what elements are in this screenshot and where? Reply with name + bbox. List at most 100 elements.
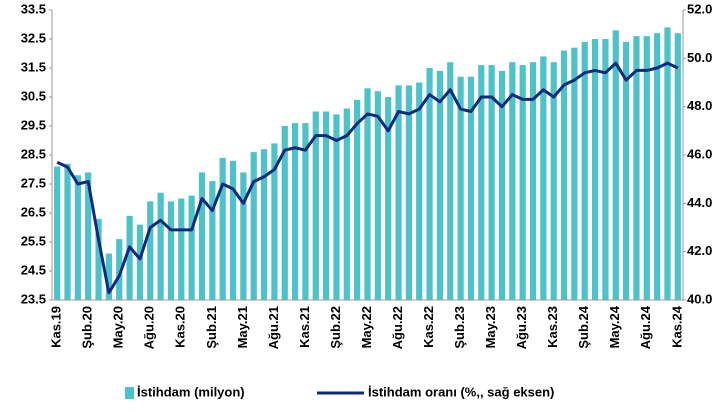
bar (312, 111, 319, 300)
y-tick-label: 32.5 (21, 30, 46, 45)
bar (260, 149, 268, 300)
bar (612, 30, 619, 301)
x-tick-label: Kas.23 (545, 306, 560, 348)
bar (240, 172, 247, 300)
bar (643, 36, 650, 300)
bar (374, 91, 381, 300)
x-tick-label: Kas.20 (173, 306, 188, 348)
y2-tick-label: 48.0 (687, 98, 712, 113)
y-tick-label: 33.5 (21, 1, 46, 16)
bar (560, 50, 568, 300)
bar (157, 192, 164, 300)
bar (271, 143, 278, 300)
y-tick-label: 26.5 (21, 204, 46, 219)
bar (550, 62, 557, 301)
bar (281, 126, 288, 300)
bar (74, 175, 81, 300)
x-tick-label: May.24 (607, 305, 622, 348)
bar (385, 97, 392, 300)
bar (591, 39, 599, 300)
x-tick-label: Kas.24 (669, 305, 684, 348)
y-tick-label: 24.5 (21, 262, 46, 277)
bar (136, 224, 144, 300)
x-tick-label: May.20 (111, 306, 126, 348)
y-tick-label: 31.5 (21, 59, 46, 74)
y-tick-label: 30.5 (21, 88, 46, 103)
bar (105, 253, 112, 300)
bar (64, 163, 71, 300)
bar (54, 166, 61, 300)
x-tick-label: Kas.19 (49, 306, 64, 348)
bar (188, 195, 195, 300)
bar (529, 62, 537, 301)
bar (395, 85, 402, 301)
legend-swatch (125, 387, 134, 399)
x-tick-label: May.21 (235, 306, 250, 348)
y2-tick-label: 46.0 (687, 146, 712, 161)
x-tick-label: Ağu.20 (142, 306, 157, 349)
bar (250, 152, 257, 300)
bar (229, 160, 237, 300)
x-tick-label: Ağu.24 (638, 305, 653, 349)
y-tick-label: 28.5 (21, 146, 46, 161)
bar (457, 76, 464, 300)
x-tick-label: Şub.24 (576, 305, 591, 348)
x-tick-label: Ağu.23 (514, 306, 529, 349)
y2-tick-label: 42.0 (687, 243, 712, 258)
y2-tick-label: 50.0 (687, 50, 712, 65)
bar (664, 27, 671, 301)
bar (447, 62, 454, 301)
y2-tick-label: 40.0 (687, 291, 712, 306)
bar (654, 33, 661, 300)
bar (209, 181, 216, 300)
bar (147, 201, 154, 300)
bar (167, 201, 175, 300)
bar (467, 76, 475, 300)
bar (198, 172, 206, 300)
bar (623, 41, 630, 301)
x-tick-label: Kas.21 (297, 306, 312, 348)
x-tick-label: Şub.22 (328, 306, 343, 349)
bar (674, 33, 681, 300)
bar (323, 111, 330, 300)
bar (178, 198, 185, 300)
bar (302, 123, 309, 300)
y-tick-label: 27.5 (21, 175, 46, 190)
bar (498, 70, 506, 301)
bar (509, 62, 516, 301)
y-tick-label: 23.5 (21, 291, 46, 306)
x-tick-label: Ağu.22 (390, 306, 405, 349)
bar (519, 65, 526, 300)
y2-tick-label: 44.0 (687, 195, 712, 210)
bar (436, 70, 444, 301)
x-tick-label: Şub.23 (452, 306, 467, 349)
x-tick-label: May.23 (483, 306, 498, 348)
bar (116, 239, 123, 300)
legend-label: İstihdam (milyon) (137, 384, 245, 399)
bar (126, 215, 133, 300)
bar (85, 172, 92, 300)
y-tick-label: 25.5 (21, 233, 46, 248)
bar (95, 218, 102, 300)
x-tick-label: Kas.22 (421, 306, 436, 348)
bar (581, 41, 588, 301)
x-tick-label: Şub.21 (204, 306, 219, 349)
bar (416, 82, 423, 300)
bar (488, 65, 495, 300)
y2-tick-label: 52.0 (687, 1, 712, 16)
x-tick-label: May.22 (359, 306, 374, 348)
bar (540, 56, 547, 301)
bar (571, 47, 578, 301)
bar (602, 39, 609, 300)
bar (291, 123, 299, 300)
bar (478, 65, 485, 300)
x-tick-label: Ağu.21 (266, 306, 281, 349)
bar (333, 114, 340, 301)
bar (364, 88, 371, 300)
line (56, 61, 679, 295)
bar (354, 99, 361, 301)
bar (405, 85, 412, 301)
bar (219, 157, 226, 300)
bar (343, 108, 350, 300)
